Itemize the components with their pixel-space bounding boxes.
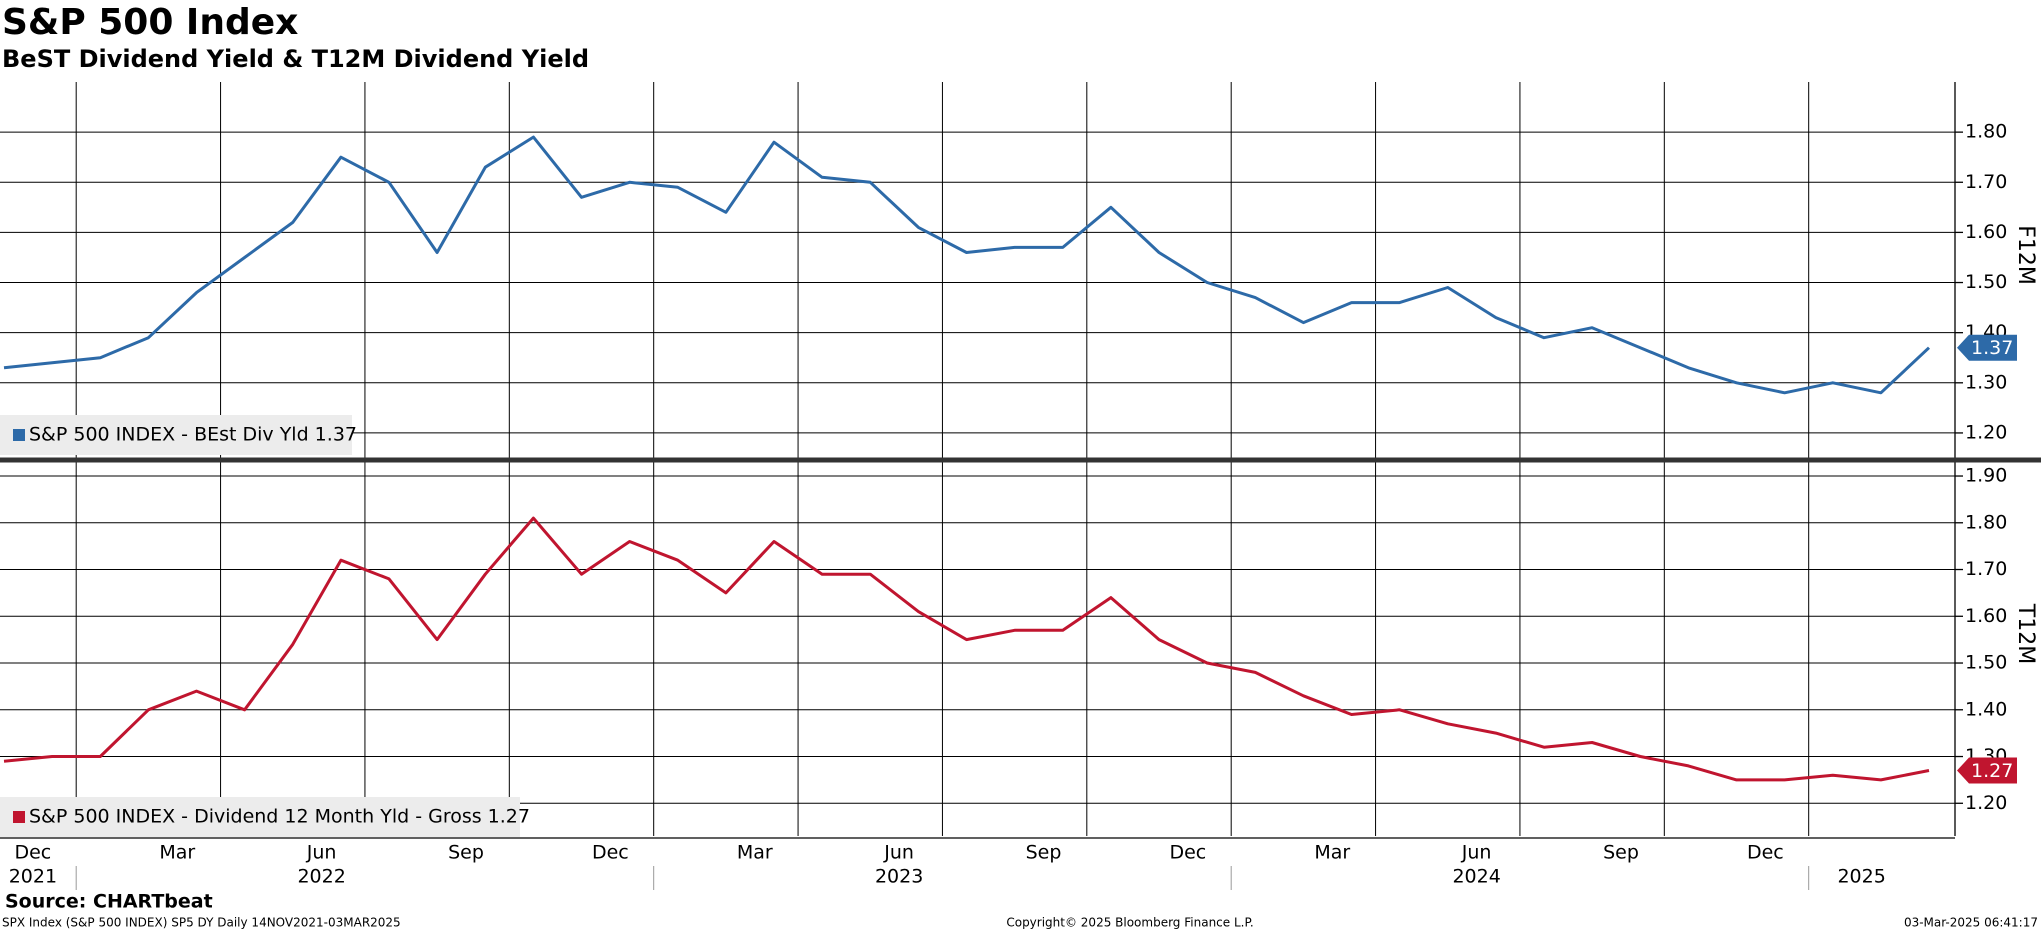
legend-background bbox=[0, 415, 352, 455]
y-tick-label: 1.40 bbox=[1965, 698, 2007, 720]
legend-label: S&P 500 INDEX - BEst Div Yld 1.37 bbox=[29, 424, 357, 446]
copyright: Copyright© 2025 Bloomberg Finance L.P. bbox=[1006, 916, 1253, 930]
legend-swatch bbox=[13, 429, 25, 441]
line-series bbox=[3, 135, 1931, 395]
last-value-tag bbox=[1957, 757, 2017, 784]
x-tick-label: Sep bbox=[448, 842, 484, 864]
x-tick-label: Sep bbox=[1603, 842, 1639, 864]
x-year-label: 2025 bbox=[1837, 866, 1885, 888]
x-tick-label: Jun bbox=[306, 842, 337, 864]
y-tick-label: 1.60 bbox=[1965, 221, 2007, 243]
y-tick-label: 1.80 bbox=[1965, 511, 2007, 533]
y-tick-label: 1.50 bbox=[1965, 652, 2007, 674]
legend-label: S&P 500 INDEX - Dividend 12 Month Yld - … bbox=[29, 806, 530, 828]
x-year-label: 2022 bbox=[297, 866, 345, 888]
last-value-label: 1.37 bbox=[1971, 337, 2013, 359]
y-tick-label: 1.70 bbox=[1965, 558, 2007, 580]
y-tick-label: 1.70 bbox=[1965, 171, 2007, 193]
x-year-label: 2023 bbox=[875, 866, 923, 888]
legend-swatch bbox=[13, 811, 25, 823]
x-tick-label: Mar bbox=[737, 842, 773, 864]
y-tick-label: 1.50 bbox=[1965, 271, 2007, 293]
y-tick-label: 1.60 bbox=[1965, 605, 2007, 627]
x-tick-label: Dec bbox=[592, 842, 629, 864]
legend-background bbox=[0, 797, 520, 837]
y-axis-label: T12M bbox=[2013, 603, 2038, 664]
x-tick-label: Mar bbox=[1314, 842, 1350, 864]
x-tick-label: Dec bbox=[14, 842, 51, 864]
chart-subtitle: BeST Dividend Yield & T12M Dividend Yiel… bbox=[2, 45, 589, 73]
x-tick-label: Jun bbox=[883, 842, 914, 864]
x-year-label: 2021 bbox=[9, 866, 57, 888]
last-value-label: 1.27 bbox=[1971, 760, 2013, 782]
y-tick-label: 1.90 bbox=[1965, 465, 2007, 487]
y-axis-label: F12M bbox=[2013, 225, 2038, 285]
x-tick-label: Mar bbox=[159, 842, 195, 864]
y-tick-label: 1.20 bbox=[1965, 421, 2007, 443]
x-tick-label: Jun bbox=[1461, 842, 1492, 864]
source: Source: CHARTbeat bbox=[5, 891, 213, 913]
x-year-label: 2024 bbox=[1452, 866, 1500, 888]
y-tick-label: 1.80 bbox=[1965, 121, 2007, 143]
footer-description: SPX Index (S&P 500 INDEX) SP5 DY Daily 1… bbox=[2, 916, 401, 930]
x-tick-label: Dec bbox=[1747, 842, 1784, 864]
y-tick-label: 1.30 bbox=[1965, 371, 2007, 393]
x-tick-label: Sep bbox=[1026, 842, 1062, 864]
y-tick-label: 1.20 bbox=[1965, 792, 2007, 814]
last-value-tag bbox=[1957, 334, 2017, 361]
timestamp: 03-Mar-2025 06:41:17 bbox=[1904, 916, 2038, 930]
chart-title: S&P 500 Index bbox=[2, 2, 298, 43]
x-tick-label: Dec bbox=[1169, 842, 1206, 864]
line-series bbox=[3, 516, 1930, 782]
